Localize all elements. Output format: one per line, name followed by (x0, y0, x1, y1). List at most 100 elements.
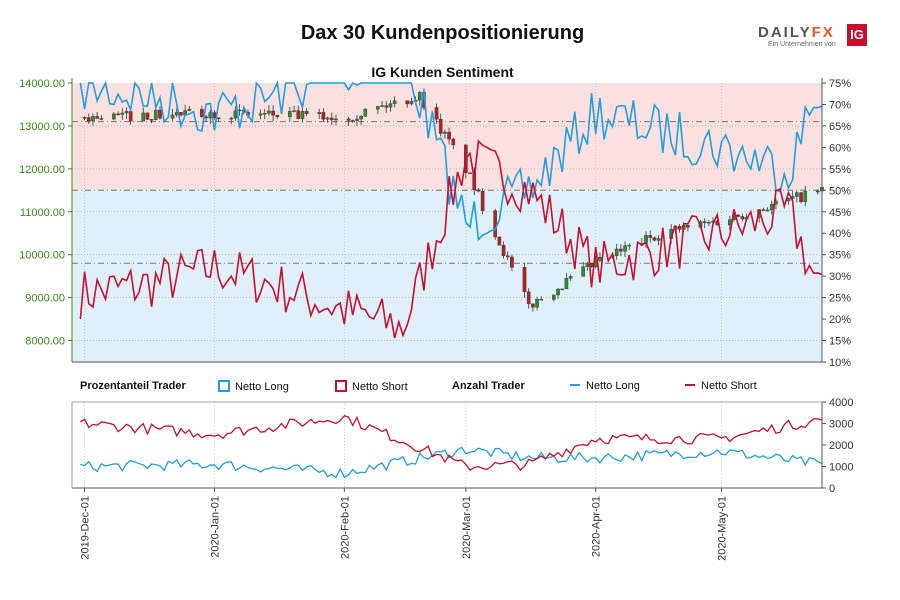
candle-body (761, 209, 766, 211)
count-tick-label-4: 4000 (829, 397, 853, 409)
candle-body (656, 238, 661, 241)
candle-body (212, 112, 217, 118)
candle-body (82, 117, 87, 119)
right-tick-label-5: 35% (829, 250, 851, 262)
x-date-label-5: 2020-May-01 (716, 496, 728, 561)
right-tick-label-11: 65% (829, 121, 851, 133)
candle-body (535, 298, 539, 308)
right-tick-label-12: 70% (829, 99, 851, 111)
candle-body (497, 236, 502, 246)
candle-body (158, 109, 162, 119)
candle-body (275, 114, 280, 117)
candle-body (200, 108, 204, 117)
right-tick-label-4: 30% (829, 271, 851, 283)
candle-body (350, 120, 355, 122)
candle-body (363, 108, 368, 117)
candle-body (321, 112, 326, 120)
long-square-icon (218, 380, 230, 392)
candle-body (329, 117, 334, 121)
left-tick-label-5: 13000.00 (19, 121, 65, 133)
count-tick-label-3: 3000 (829, 419, 853, 431)
short-line-icon (685, 384, 695, 386)
candle-body (233, 110, 238, 119)
candle-body (216, 117, 221, 119)
candle-body (765, 209, 770, 212)
candle-body (564, 278, 569, 290)
candle-body (380, 105, 384, 107)
right-tick-label-13: 75% (829, 78, 851, 90)
candle-body (623, 245, 627, 252)
left-tick-label-0: 8000.00 (25, 336, 65, 348)
left-tick-label-6: 14000.00 (19, 78, 65, 90)
x-date-label-1: 2020-Jan-01 (209, 496, 221, 558)
candle-body (568, 276, 573, 279)
candle-body (556, 288, 560, 296)
legend-pct-long: Netto Long (218, 380, 289, 393)
candle-body (325, 117, 330, 120)
right-tick-label-0: 10% (829, 357, 851, 369)
right-tick-label-1: 15% (829, 336, 851, 348)
candle-body (334, 118, 338, 121)
candle-body (531, 303, 535, 308)
candle-body (585, 262, 590, 267)
x-date-label-4: 2020-Apr-01 (591, 496, 603, 557)
candle-body (510, 256, 514, 268)
logo-tagline: Ein Unternehmen von (768, 41, 836, 48)
candle-body (740, 216, 745, 220)
right-tick-label-10: 60% (829, 142, 851, 154)
candle-body (237, 109, 242, 112)
right-tick-label-8: 50% (829, 185, 851, 197)
count-tick-label-1: 1000 (829, 462, 853, 474)
candle-body (153, 109, 158, 120)
candle-body (267, 110, 271, 114)
right-tick-label-7: 45% (829, 207, 851, 219)
legend-count-short: Netto Short (685, 380, 757, 392)
candle-body (292, 110, 296, 112)
right-tick-label-2: 20% (829, 314, 851, 326)
candle-body (702, 221, 707, 223)
candle-body (86, 117, 91, 122)
x-date-label-0: 2019-Dec-01 (80, 496, 92, 560)
candle-body (388, 103, 393, 108)
net-long-count-line (80, 446, 823, 479)
right-tick-label-9: 55% (829, 164, 851, 176)
candle-body (116, 113, 120, 116)
legend-count-title: Anzahl Trader (452, 380, 525, 392)
candle-body (447, 131, 451, 140)
left-tick-label-3: 11000.00 (20, 207, 65, 219)
candle-body (552, 294, 556, 300)
candle-body (438, 118, 443, 134)
left-tick-label-1: 9000.00 (25, 293, 65, 305)
candle-body (141, 112, 146, 122)
candle-body (262, 113, 267, 115)
net-short-count-line (80, 414, 823, 472)
legend-pct-short: Netto Short (335, 380, 408, 393)
left-tick-label-4: 12000.00 (19, 164, 65, 176)
candle-body (120, 112, 125, 115)
candle-body (476, 189, 481, 192)
candle-body (443, 131, 447, 134)
candle-body (91, 116, 95, 122)
candle-body (288, 111, 292, 117)
candle-body (229, 117, 234, 120)
candle-body (384, 105, 389, 108)
candle-body (112, 113, 116, 120)
candle-body (376, 106, 380, 110)
candle-body (451, 138, 456, 146)
candle-body (614, 248, 619, 256)
candle-body (501, 244, 506, 256)
candle-body (799, 192, 803, 202)
candle-body (317, 112, 322, 114)
ig-logo: IG (847, 24, 867, 46)
legend-pct-title: Prozentanteil Trader (80, 380, 186, 392)
candle-body (359, 116, 363, 120)
candle-body (434, 107, 439, 120)
right-tick-label-6: 40% (829, 228, 851, 240)
candle-body (392, 100, 397, 104)
candle-body (522, 267, 527, 293)
right-tick-label-3: 25% (829, 293, 851, 305)
candle-body (560, 288, 565, 291)
candle-body (128, 111, 133, 122)
candle-body (648, 235, 653, 238)
